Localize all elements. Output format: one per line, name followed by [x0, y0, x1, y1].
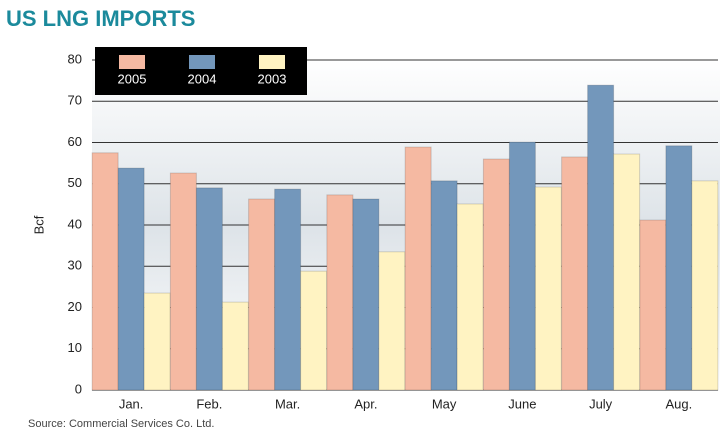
legend-label: 2005	[118, 71, 147, 86]
bar	[665, 145, 693, 391]
x-tick-label: May	[432, 396, 457, 411]
x-tick-label: June	[508, 396, 536, 411]
bar	[221, 301, 249, 391]
x-tick-label: Mar.	[275, 396, 300, 411]
bar	[300, 270, 328, 391]
bar	[430, 180, 458, 391]
bar	[195, 187, 223, 391]
bar	[143, 292, 171, 391]
bar	[404, 146, 432, 391]
bar	[456, 203, 484, 391]
bar	[326, 194, 354, 391]
bar	[508, 141, 536, 391]
x-tick-label: Jan.	[119, 396, 144, 411]
y-tick-label: 60	[68, 134, 82, 149]
y-tick-label: 0	[75, 381, 82, 396]
x-tick-label: Apr.	[354, 396, 377, 411]
y-tick-label: 20	[68, 299, 82, 314]
x-tick-label: Feb.	[196, 396, 222, 411]
bar	[482, 158, 510, 391]
source-note: Source: Commercial Services Co. Ltd.	[28, 418, 214, 430]
bar	[169, 172, 197, 391]
legend-label: 2004	[188, 71, 217, 86]
bar	[378, 251, 406, 391]
y-tick-label: 70	[68, 93, 82, 108]
bar	[561, 156, 589, 391]
x-tick-label: July	[589, 396, 613, 411]
bar	[691, 180, 719, 391]
y-tick-label: 50	[68, 175, 82, 190]
legend-swatch	[189, 55, 215, 69]
y-axis-label: Bcf	[31, 215, 46, 234]
x-tick-label: Aug.	[666, 396, 693, 411]
y-tick-label: 10	[68, 340, 82, 355]
bar	[352, 198, 380, 391]
legend-label: 2003	[258, 71, 287, 86]
y-tick-label: 30	[68, 258, 82, 273]
bar	[587, 84, 615, 391]
legend-swatch	[259, 55, 285, 69]
bar	[639, 219, 667, 391]
bar	[117, 167, 145, 391]
bar	[248, 198, 276, 391]
chart-title: US LNG IMPORTS	[6, 6, 195, 31]
y-tick-label: 80	[68, 51, 82, 66]
bar	[274, 188, 302, 391]
bar	[534, 186, 562, 391]
legend-swatch	[119, 55, 145, 69]
bar	[91, 152, 119, 391]
y-tick-label: 40	[68, 216, 82, 231]
bar	[613, 153, 641, 391]
